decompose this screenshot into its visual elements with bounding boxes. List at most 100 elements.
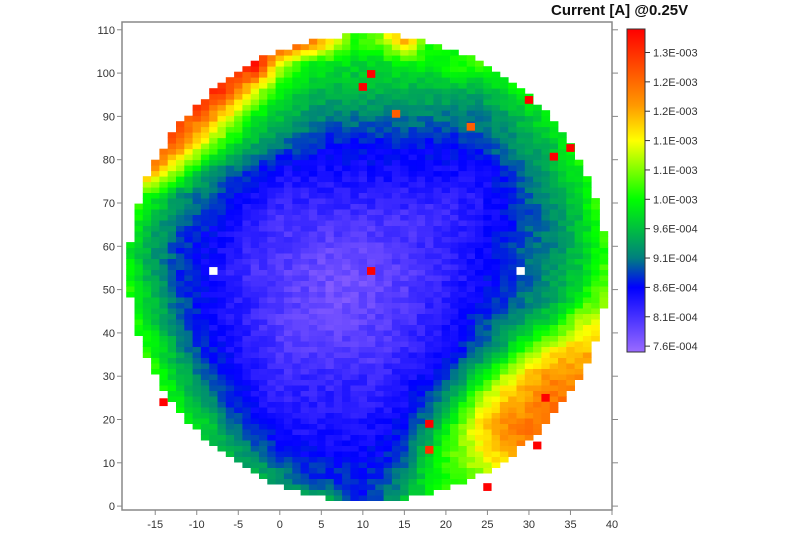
- heatmap-cell: [533, 203, 542, 210]
- heatmap-cell: [142, 297, 152, 303]
- heatmap-cell: [383, 44, 393, 51]
- heatmap-cell: [200, 115, 210, 122]
- heatmap-cell: [524, 280, 534, 287]
- heatmap-cell: [159, 220, 169, 226]
- heatmap-cell: [209, 170, 218, 177]
- heatmap-cell: [317, 154, 326, 161]
- heatmap-cell: [325, 77, 335, 84]
- heatmap-cell: [192, 352, 202, 358]
- heatmap-cell: [433, 456, 443, 463]
- heatmap-cell: [325, 313, 335, 320]
- heatmap-cell: [408, 77, 418, 84]
- heatmap-cell: [574, 192, 584, 199]
- heatmap-cell: [209, 214, 218, 221]
- heatmap-cell: [408, 473, 418, 479]
- heatmap-cell: [333, 302, 343, 309]
- heatmap-cell: [391, 451, 401, 457]
- heatmap-cell: [499, 280, 509, 287]
- heatmap-cell: [225, 203, 235, 210]
- heatmap-cell: [400, 286, 409, 292]
- heatmap-cell: [491, 192, 501, 199]
- heatmap-cell: [209, 126, 218, 133]
- heatmap-cell: [458, 170, 468, 177]
- heatmap-cell: [159, 352, 169, 358]
- heatmap-cell: [458, 286, 468, 292]
- heatmap-cell: [483, 423, 492, 430]
- heatmap-cell: [292, 126, 301, 133]
- heatmap-cell: [566, 297, 575, 303]
- heatmap-cell: [458, 104, 468, 111]
- heatmap-cell: [192, 187, 202, 193]
- heatmap-cell: [533, 258, 542, 265]
- heatmap-cell: [466, 352, 476, 358]
- heatmap-cell: [458, 297, 468, 303]
- heatmap-cell: [217, 192, 227, 199]
- heatmap-cell: [516, 176, 526, 183]
- heatmap-cell: [151, 220, 160, 226]
- heatmap-cell: [200, 407, 210, 413]
- heatmap-cell: [491, 374, 501, 380]
- heatmap-cell: [516, 297, 526, 303]
- heatmap-cell: [325, 462, 335, 468]
- heatmap-cell: [558, 154, 567, 161]
- heatmap-cell: [425, 363, 434, 369]
- heatmap-cell: [192, 275, 202, 281]
- heatmap-cell: [367, 159, 376, 166]
- heatmap-cell: [259, 77, 268, 84]
- heatmap-cell: [234, 456, 243, 463]
- heatmap-cell: [375, 297, 384, 303]
- heatmap-cell: [283, 467, 293, 474]
- heatmap-cell: [558, 396, 567, 402]
- heatmap-cell: [566, 352, 575, 358]
- heatmap-cell: [549, 313, 559, 320]
- heatmap-cell: [574, 242, 584, 248]
- heatmap-cell: [217, 297, 227, 303]
- heatmap-cell: [408, 297, 418, 303]
- heatmap-cell: [358, 71, 368, 78]
- heatmap-cell: [582, 264, 592, 270]
- heatmap-cell: [275, 478, 285, 485]
- heatmap-cell: [225, 407, 235, 413]
- heatmap-cell: [333, 385, 343, 391]
- heatmap-cell: [217, 209, 227, 215]
- heatmap-cell: [259, 93, 268, 100]
- heatmap-cell: [234, 236, 243, 243]
- heatmap-cell: [292, 93, 301, 100]
- heatmap-cell: [184, 319, 193, 325]
- heatmap-cell: [200, 341, 210, 347]
- heatmap-cell: [142, 247, 152, 254]
- heatmap-cell: [441, 264, 451, 270]
- heatmap-cell: [383, 484, 393, 490]
- heatmap-cell: [184, 269, 193, 276]
- heatmap-cell: [242, 396, 252, 402]
- heatmap-cell: [275, 445, 285, 452]
- heatmap-cell: [200, 423, 210, 430]
- heatmap-cell: [242, 71, 252, 78]
- heatmap-cell: [317, 346, 326, 353]
- heatmap-cell: [416, 132, 426, 139]
- heatmap-cell: [508, 352, 517, 358]
- heatmap-cell: [566, 220, 575, 226]
- heatmap-cell: [225, 429, 235, 435]
- heatmap-cell: [499, 82, 509, 89]
- heatmap-cell: [524, 203, 534, 210]
- heatmap-cell: [192, 264, 202, 270]
- heatmap-cell: [491, 280, 501, 287]
- heatmap-cell: [466, 456, 476, 463]
- heatmap-cell: [159, 291, 169, 298]
- heatmap-cell: [275, 231, 285, 237]
- heatmap-cell: [300, 198, 310, 204]
- heatmap-cell: [350, 220, 360, 226]
- heatmap-cell: [342, 407, 351, 413]
- heatmap-cell: [342, 220, 351, 226]
- heatmap-cell: [292, 115, 301, 122]
- heatmap-cell: [549, 286, 559, 292]
- heatmap-cell: [283, 148, 293, 155]
- heatmap-cell: [483, 247, 492, 254]
- heatmap-cell: [267, 401, 276, 408]
- heatmap-cell: [433, 115, 443, 122]
- heatmap-cell: [200, 154, 210, 161]
- heatmap-cell: [516, 374, 526, 380]
- heatmap-cell: [383, 264, 393, 270]
- heatmap-cell: [192, 313, 202, 320]
